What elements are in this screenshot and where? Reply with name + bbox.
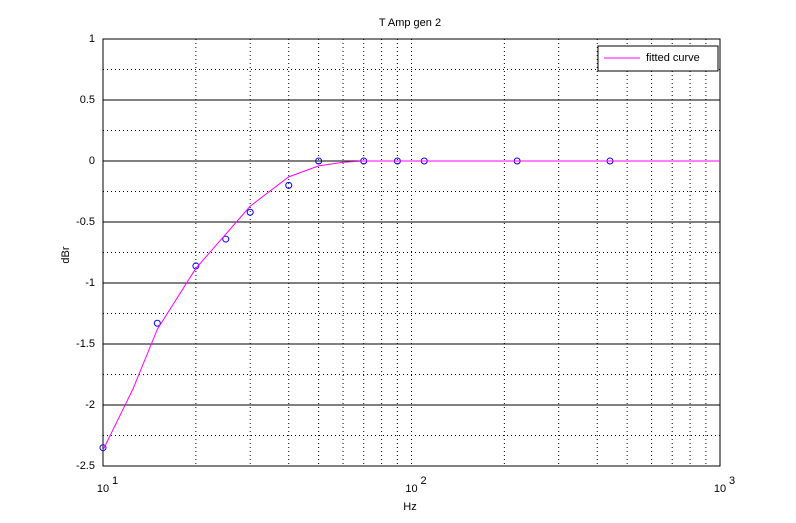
y-tick-label: -2.5 [76,460,95,472]
y-tick-label: -1.5 [76,338,95,350]
data-point [285,181,293,189]
x-tick-label: 10 [97,483,109,495]
y-tick-label: 1 [89,33,95,45]
x-tick-exponent: 3 [729,475,735,487]
data-point [99,444,107,452]
y-tick-label: 0 [89,155,95,167]
data-point [315,157,323,165]
chart-title: T Amp gen 2 [379,17,441,29]
y-tick-label: -0.5 [76,216,95,228]
plot-frame [102,38,721,467]
data-point [153,319,161,327]
x-tick-exponent: 2 [421,475,427,487]
legend-label: fitted curve [646,52,700,64]
y-tick-label: -2 [85,399,95,411]
line-series [102,160,720,451]
y-axis-label: dBr [60,246,72,263]
data-point [246,208,254,216]
x-axis-label: Hz [403,501,416,513]
x-tick-label: 10 [405,483,417,495]
x-tick-label: 10 [714,483,726,495]
data-point [222,235,230,243]
y-tick-label: -1 [85,277,95,289]
y-tick-label: 0.5 [80,94,95,106]
x-tick-exponent: 1 [112,475,118,487]
